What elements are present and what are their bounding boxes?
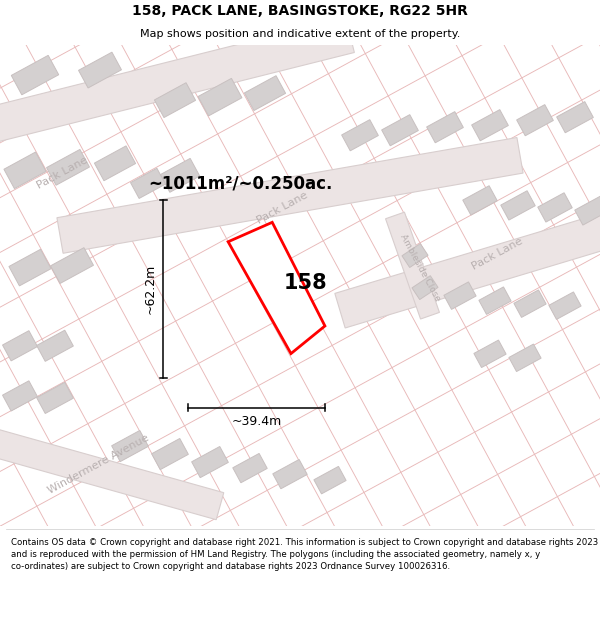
Polygon shape — [191, 446, 229, 478]
Polygon shape — [112, 431, 148, 462]
Polygon shape — [549, 292, 581, 319]
Text: ~1011m²/~0.250ac.: ~1011m²/~0.250ac. — [148, 174, 332, 192]
Polygon shape — [517, 104, 553, 136]
Text: Pack Lane: Pack Lane — [255, 189, 309, 225]
Text: Ambleside Close: Ambleside Close — [398, 232, 442, 302]
Text: Map shows position and indicative extent of the property.: Map shows position and indicative extent… — [140, 29, 460, 39]
Polygon shape — [341, 119, 379, 151]
Polygon shape — [335, 203, 600, 328]
Polygon shape — [314, 466, 346, 494]
Polygon shape — [386, 212, 439, 319]
Polygon shape — [11, 56, 59, 95]
Polygon shape — [79, 52, 121, 88]
Polygon shape — [402, 244, 428, 268]
Text: 158, PACK LANE, BASINGSTOKE, RG22 5HR: 158, PACK LANE, BASINGSTOKE, RG22 5HR — [132, 4, 468, 18]
Polygon shape — [575, 196, 600, 225]
Polygon shape — [427, 112, 463, 142]
Polygon shape — [198, 78, 242, 116]
Polygon shape — [4, 152, 46, 189]
Text: ~62.2m: ~62.2m — [143, 264, 157, 314]
Polygon shape — [474, 340, 506, 367]
Polygon shape — [2, 331, 37, 361]
Polygon shape — [57, 138, 523, 253]
Polygon shape — [444, 282, 476, 309]
Text: Windermere Avenue: Windermere Avenue — [46, 432, 150, 496]
Polygon shape — [472, 109, 508, 141]
Polygon shape — [509, 344, 541, 371]
Polygon shape — [9, 249, 51, 286]
Polygon shape — [228, 222, 325, 354]
Polygon shape — [0, 422, 224, 520]
Polygon shape — [479, 287, 511, 314]
Polygon shape — [50, 248, 94, 284]
Polygon shape — [47, 149, 89, 185]
Polygon shape — [557, 102, 593, 132]
Polygon shape — [154, 82, 196, 118]
Polygon shape — [501, 191, 535, 220]
Polygon shape — [2, 381, 37, 411]
Polygon shape — [412, 276, 438, 299]
Polygon shape — [37, 330, 73, 361]
Text: Pack Lane: Pack Lane — [35, 156, 89, 191]
Polygon shape — [244, 76, 286, 111]
Text: Pack Lane: Pack Lane — [470, 236, 524, 271]
Polygon shape — [233, 453, 267, 482]
Polygon shape — [382, 114, 418, 146]
Text: 158: 158 — [284, 272, 328, 292]
Text: Contains OS data © Crown copyright and database right 2021. This information is : Contains OS data © Crown copyright and d… — [11, 538, 598, 571]
Polygon shape — [131, 168, 166, 199]
Polygon shape — [152, 439, 188, 469]
Polygon shape — [273, 459, 307, 489]
Polygon shape — [514, 290, 546, 318]
Polygon shape — [94, 146, 136, 181]
Polygon shape — [160, 158, 200, 192]
Polygon shape — [0, 18, 355, 148]
Polygon shape — [37, 382, 73, 414]
Polygon shape — [463, 186, 497, 215]
Text: ~39.4m: ~39.4m — [232, 416, 281, 429]
Polygon shape — [538, 192, 572, 222]
